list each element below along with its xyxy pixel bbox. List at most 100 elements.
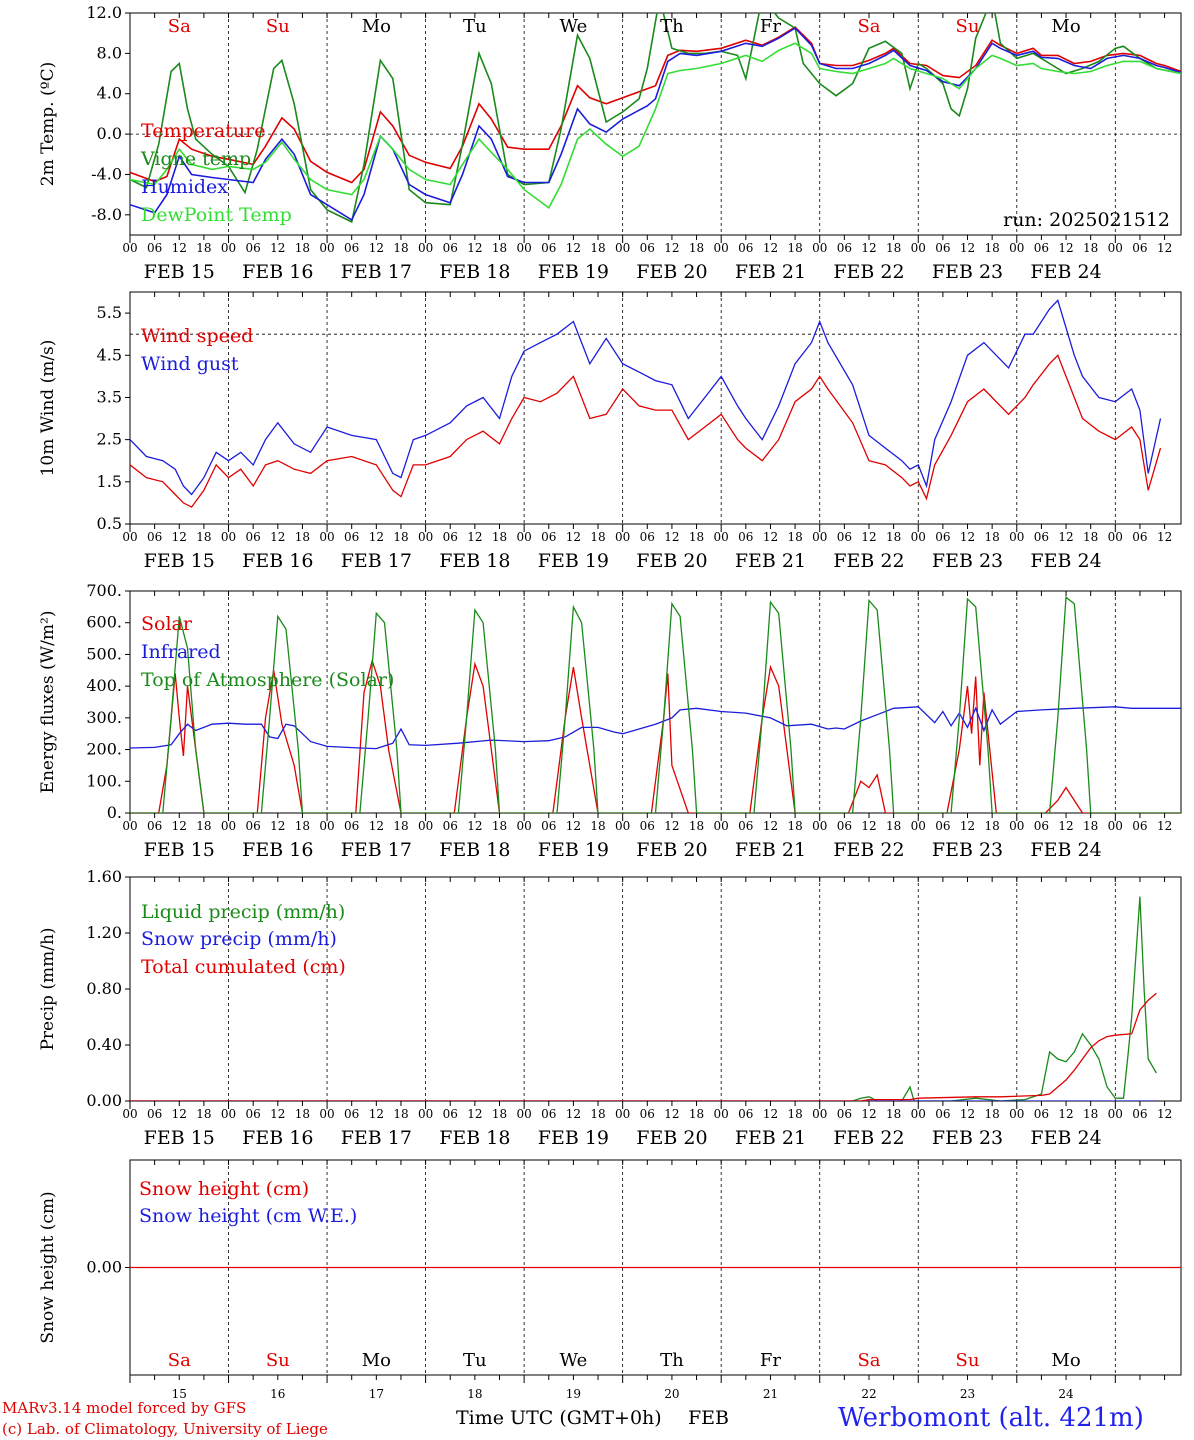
- x-tick-label: 06: [1034, 819, 1049, 833]
- run-annotation: run: 2025021512: [1003, 209, 1170, 231]
- x-tick-label: 00: [122, 530, 137, 544]
- y-tick-label: 5.5: [97, 303, 122, 322]
- day-of-week-label: Tu: [463, 1350, 487, 1371]
- x-tick-label: 06: [935, 530, 950, 544]
- x-tick-label: 12: [172, 241, 187, 255]
- date-label: FEB 15: [144, 1127, 215, 1149]
- y-tick-label: 0.00: [86, 1258, 122, 1277]
- date-label: FEB 20: [636, 839, 707, 861]
- x-tick-label: 12: [172, 1107, 187, 1121]
- date-label: FEB 15: [144, 839, 215, 861]
- x-tick-label: 06: [147, 241, 162, 255]
- x-tick-label: 12: [1058, 819, 1073, 833]
- date-label: FEB 21: [735, 550, 806, 572]
- x-tick-label: 18: [985, 1107, 1000, 1121]
- x-tick-label: 06: [443, 241, 458, 255]
- x-tick-label: 12: [960, 819, 975, 833]
- day-number-label: 19: [566, 1387, 581, 1401]
- x-tick-label: 00: [812, 819, 827, 833]
- panel-1: 12.0 8.0 4.0 0.0 -4.0 -8.0 2m Temp. (ºC) 00 06 12…: [38, 3, 1182, 283]
- legend-entry: Top of Atmosphere (Solar): [141, 669, 394, 691]
- x-tick-label: 00: [516, 819, 531, 833]
- x-tick-label: 06: [344, 241, 359, 255]
- x-tick-label: 06: [344, 819, 359, 833]
- legend-entry: Temperature: [141, 120, 265, 142]
- x-tick-label: 12: [566, 819, 581, 833]
- day-number-label: 18: [467, 1387, 482, 1401]
- x-tick-label: 00: [418, 241, 433, 255]
- x-tick-label: 18: [886, 819, 901, 833]
- lab-credit: (c) Lab. of Climatology, University of L…: [2, 1420, 328, 1438]
- x-tick-label: 12: [172, 819, 187, 833]
- date-label: FEB 23: [932, 839, 1003, 861]
- x-tick-label: 06: [443, 530, 458, 544]
- date-label: FEB 23: [932, 261, 1003, 283]
- series-line: [130, 27, 1181, 222]
- x-tick-label: 00: [516, 1107, 531, 1121]
- x-tick-label: 00: [714, 819, 729, 833]
- date-label: FEB 19: [538, 261, 609, 283]
- day-of-week-label: Tu: [463, 16, 487, 37]
- x-tick-label: 18: [689, 530, 704, 544]
- x-tick-label: 12: [861, 241, 876, 255]
- x-tick-label: 18: [492, 819, 507, 833]
- x-tick-label: 00: [319, 530, 334, 544]
- date-label: FEB 20: [636, 550, 707, 572]
- series-line: [130, 42, 1181, 209]
- x-tick-label: 12: [960, 530, 975, 544]
- day-of-week-label: We: [560, 16, 588, 37]
- x-tick-label: 18: [590, 819, 605, 833]
- day-of-week-label: Sa: [168, 1350, 191, 1371]
- x-tick-label: 12: [467, 241, 482, 255]
- x-tick-label: 06: [1132, 1107, 1147, 1121]
- day-of-week-label: Mo: [1051, 1350, 1080, 1371]
- x-tick-label: 12: [1157, 1107, 1172, 1121]
- date-label: FEB 16: [242, 261, 313, 283]
- x-tick-label: 00: [615, 530, 630, 544]
- x-tick-label: 06: [1034, 530, 1049, 544]
- x-tick-label: 12: [1058, 1107, 1073, 1121]
- x-tick-label: 12: [566, 1107, 581, 1121]
- x-tick-label: 06: [443, 819, 458, 833]
- date-label: FEB 16: [242, 1127, 313, 1149]
- x-tick-label: 06: [1132, 819, 1147, 833]
- x-tick-label: 00: [911, 1107, 926, 1121]
- x-tick-label: 18: [787, 530, 802, 544]
- date-label: FEB 23: [932, 550, 1003, 572]
- x-tick-label: 06: [541, 1107, 556, 1121]
- x-tick-label: 12: [861, 819, 876, 833]
- x-tick-label: 12: [1157, 241, 1172, 255]
- day-of-week-label: Mo: [1051, 16, 1080, 37]
- x-tick-label: 18: [787, 241, 802, 255]
- x-tick-label: 18: [196, 1107, 211, 1121]
- y-axis-label: 2m Temp. (ºC): [38, 62, 58, 187]
- x-tick-label: 06: [640, 530, 655, 544]
- x-tick-label: 00: [319, 241, 334, 255]
- y-tick-label: 0.0: [97, 124, 122, 143]
- x-tick-label: 00: [1009, 241, 1024, 255]
- day-number-label: 23: [960, 1387, 975, 1401]
- day-of-week-label: We: [560, 1350, 588, 1371]
- y-tick-label: 200.: [86, 740, 122, 759]
- x-tick-label: 00: [714, 530, 729, 544]
- x-tick-label: 12: [1157, 530, 1172, 544]
- date-label: FEB 17: [341, 1127, 412, 1149]
- x-tick-label: 12: [270, 241, 285, 255]
- day-of-week-label: Su: [266, 16, 290, 37]
- x-tick-label: 06: [935, 819, 950, 833]
- x-tick-label: 18: [689, 1107, 704, 1121]
- x-tick-label: 00: [122, 1107, 137, 1121]
- day-of-week-label: Th: [660, 16, 684, 37]
- panel-4: 1.60 1.20 0.80 0.40 0.00 Precip (mm/h) 00 06 12 1…: [38, 867, 1182, 1149]
- x-tick-label: 18: [295, 241, 310, 255]
- x-tick-label: 18: [393, 819, 408, 833]
- x-tick-label: 06: [344, 530, 359, 544]
- x-tick-label: 00: [319, 819, 334, 833]
- x-tick-label: 18: [1083, 1107, 1098, 1121]
- legend-entry: Wind speed: [141, 325, 253, 347]
- model-credit: MARv3.14 model forced by GFS: [2, 1399, 246, 1417]
- x-tick-label: 06: [541, 530, 556, 544]
- legend-entry: Infrared: [141, 641, 221, 663]
- legend-entry: Snow precip (mm/h): [141, 928, 337, 950]
- x-tick-label: 12: [664, 530, 679, 544]
